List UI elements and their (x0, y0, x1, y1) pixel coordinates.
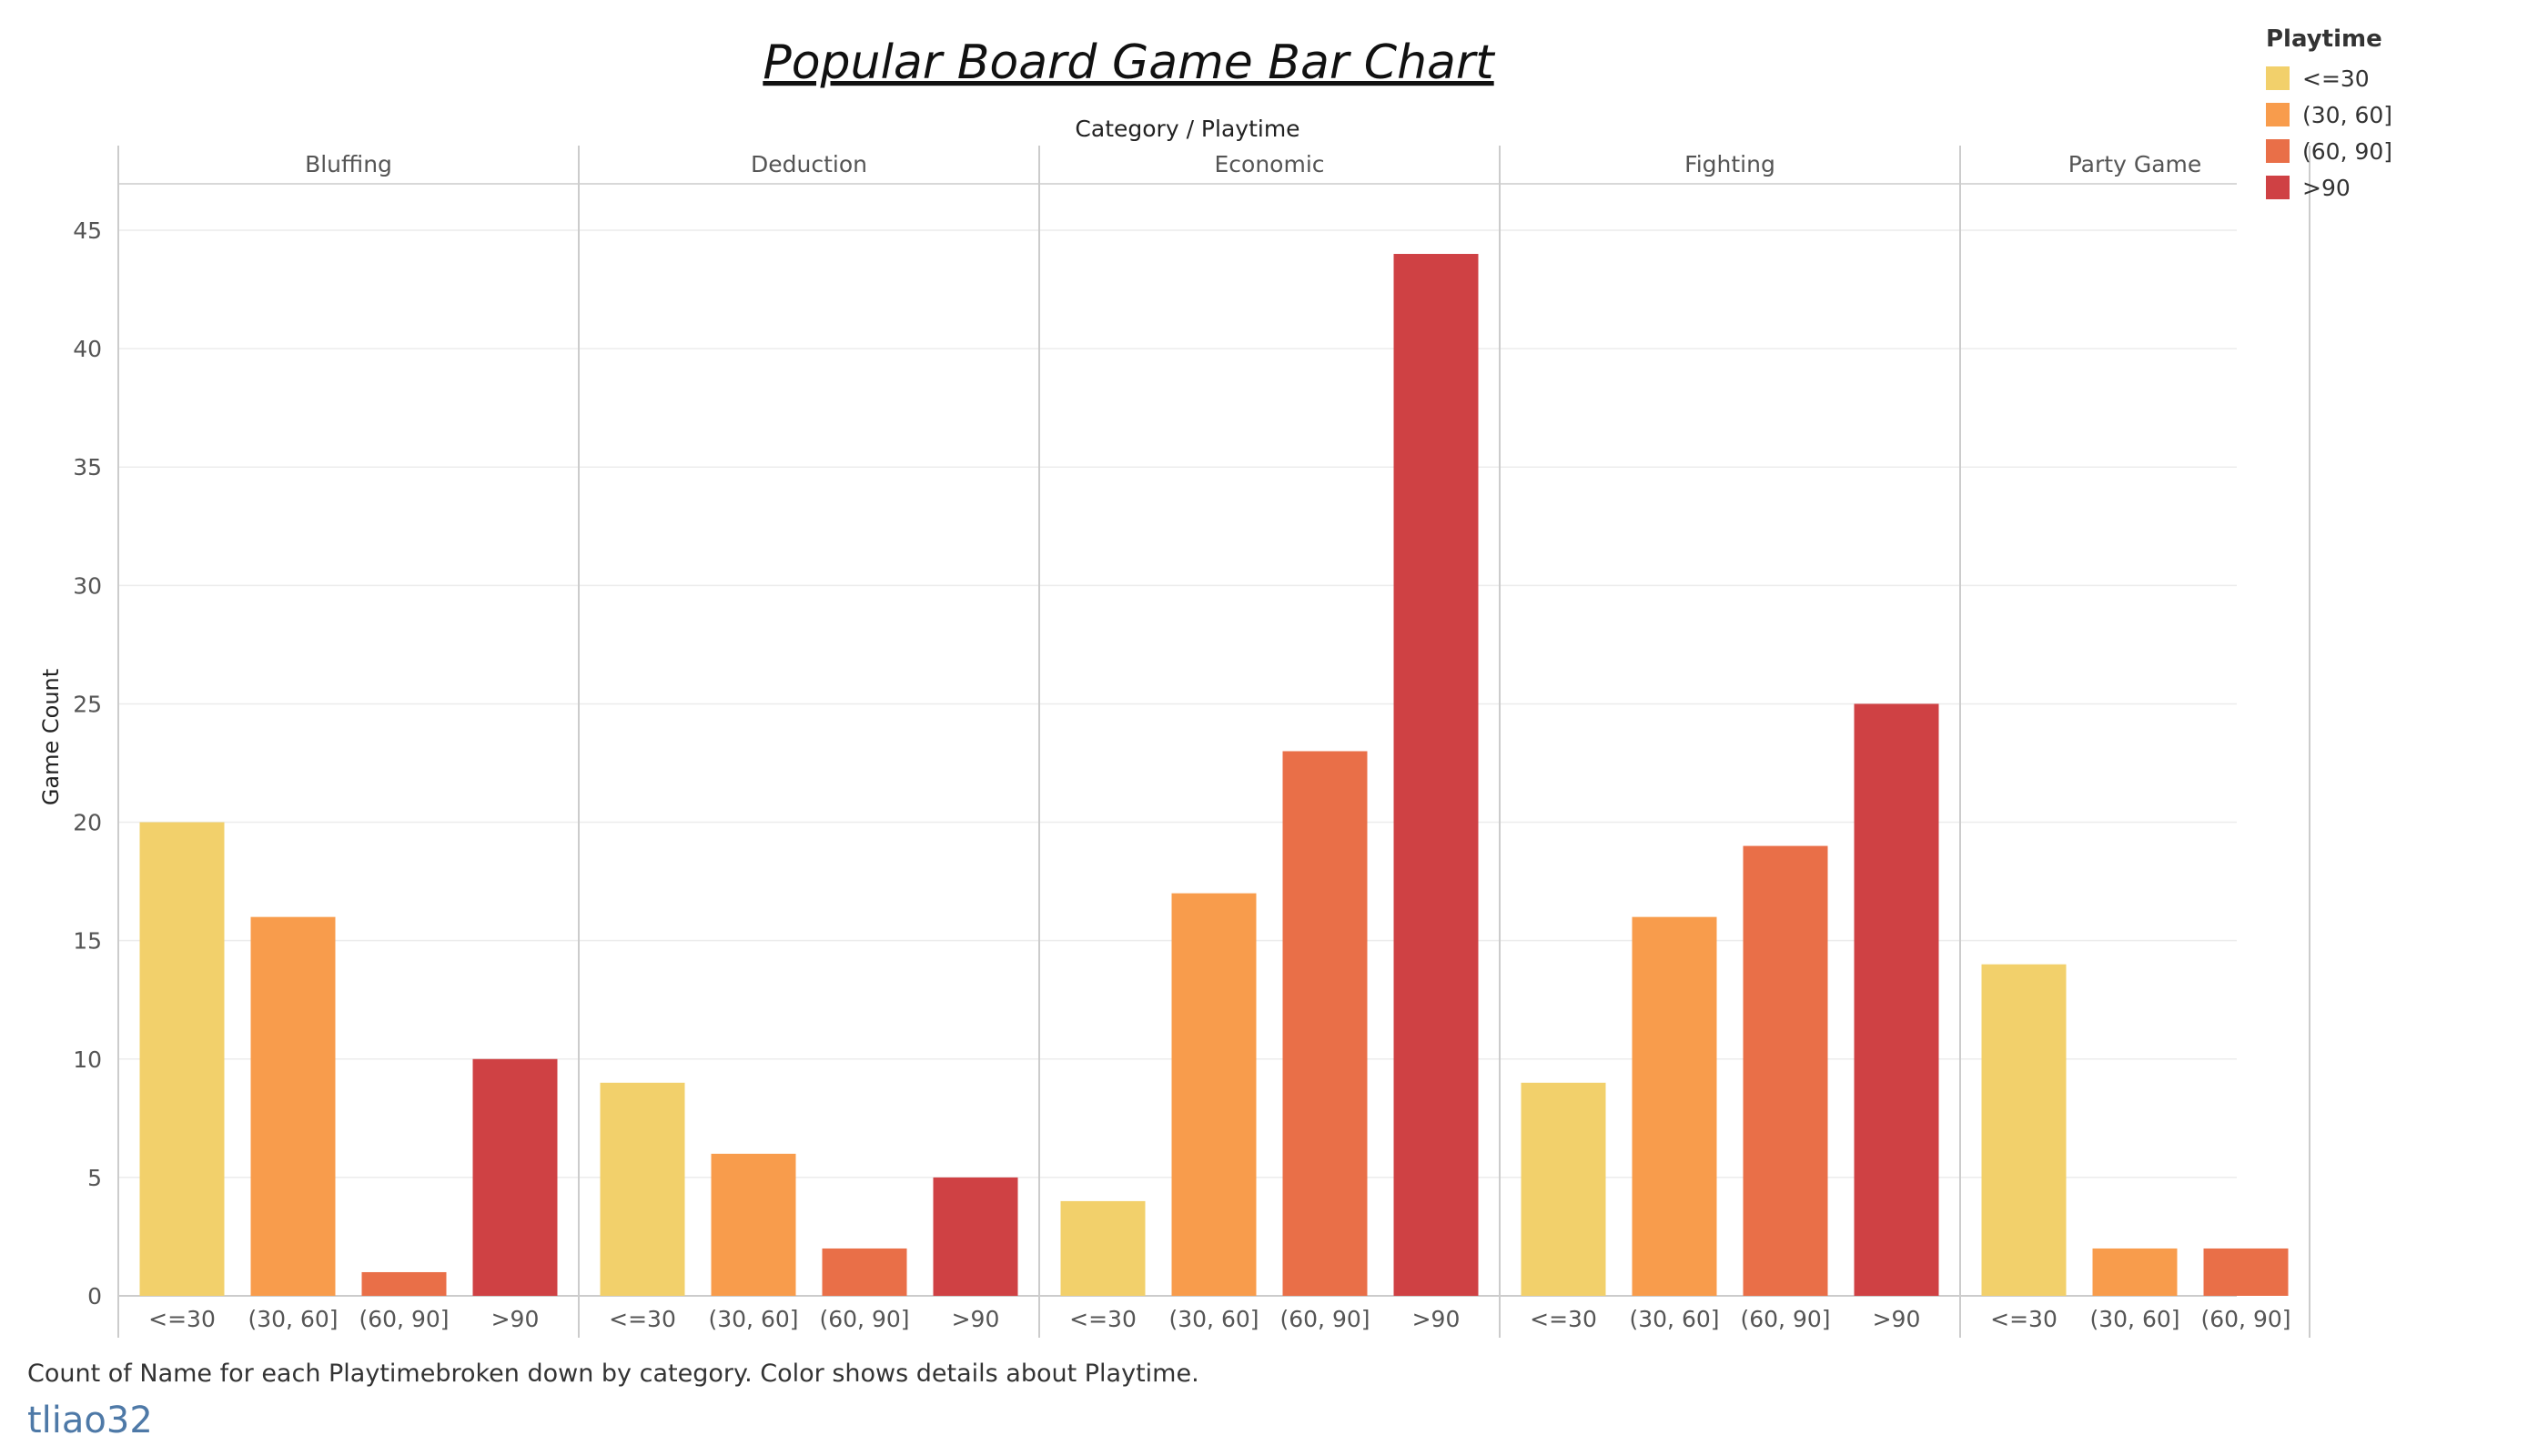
bars (139, 254, 2289, 1296)
bar-deduction-30-60[interactable] (711, 1153, 796, 1296)
bar-bluffing-le30[interactable] (139, 822, 225, 1296)
legend-label: (30, 60] (2302, 101, 2393, 128)
x-tick-label: <=30 (1069, 1306, 1137, 1332)
panels: Bluffing Deduction Economic Fighting Party G… (117, 146, 2310, 1338)
y-tick-label: 45 (73, 217, 102, 244)
category-playtime-header: Category / Playtime (1075, 116, 1299, 142)
legend-title: Playtime (2266, 25, 2382, 53)
y-tick-label: 30 (73, 572, 102, 599)
x-tick-label: (60, 90] (359, 1306, 449, 1332)
y-axis-label: Game Count (38, 669, 64, 805)
x-tick-label: (30, 60] (1168, 1306, 1259, 1332)
y-tick-label: 10 (73, 1046, 102, 1073)
bar-bluffing-gt90[interactable] (472, 1058, 558, 1296)
bar-bluffing-60-90[interactable] (361, 1271, 447, 1296)
x-tick-label: <=30 (148, 1306, 216, 1332)
legend-label: >90 (2302, 174, 2351, 201)
bar-bluffing-30-60[interactable] (250, 916, 336, 1296)
bar-party-game-60-90[interactable] (2203, 1248, 2289, 1296)
x-tick-label: <=30 (609, 1306, 676, 1332)
bar-party-game-le30[interactable] (1981, 964, 2067, 1296)
x-tick-label: >90 (491, 1306, 540, 1332)
bar-deduction-60-90[interactable] (822, 1248, 907, 1296)
panel-header-fighting: Fighting (1684, 151, 1775, 177)
y-tick-label: 20 (73, 810, 102, 836)
gridlines (118, 229, 2237, 1178)
y-tick-label: 40 (73, 336, 102, 362)
bar-party-game-30-60[interactable] (2092, 1248, 2178, 1296)
x-tick-label: (30, 60] (1629, 1306, 1719, 1332)
legend-swatch (2266, 103, 2290, 126)
bar-deduction-gt90[interactable] (933, 1177, 1018, 1296)
x-tick-label: (60, 90] (1740, 1306, 1830, 1332)
x-tick-label: (60, 90] (2200, 1306, 2290, 1332)
bar-fighting-60-90[interactable] (1743, 845, 1828, 1296)
legend-label: (60, 90] (2302, 137, 2393, 165)
bar-economic-30-60[interactable] (1171, 893, 1257, 1296)
x-tick-label: (30, 60] (708, 1306, 798, 1332)
panel-header-bluffing: Bluffing (305, 151, 392, 177)
chart-title: Popular Board Game Bar Chart (763, 35, 1495, 90)
legend-swatch (2266, 66, 2290, 90)
bar-fighting-gt90[interactable] (1854, 703, 1939, 1296)
author-link[interactable]: tliao32 (27, 1400, 153, 1441)
x-tick-label: >90 (952, 1306, 1000, 1332)
x-tick-label: (30, 60] (2089, 1306, 2179, 1332)
legend-item-60-90[interactable]: (60, 90] (2266, 133, 2392, 169)
y-axis-ticks: 0 5 10 15 20 25 30 35 40 45 <=30 (30, 60] (60, 90] >9… (73, 217, 2290, 1332)
legend-swatch (2266, 176, 2290, 199)
y-tick-label: 0 (87, 1283, 102, 1309)
y-tick-label: 35 (73, 454, 102, 480)
panel-header-deduction: Deduction (751, 151, 867, 177)
y-tick-label: 25 (73, 691, 102, 717)
bar-fighting-30-60[interactable] (1632, 916, 1717, 1296)
legend: Playtime <=30 (30, 60] (60, 90] >90 (2266, 25, 2392, 206)
legend-swatch (2266, 139, 2290, 163)
bar-economic-60-90[interactable] (1282, 751, 1368, 1296)
x-tick-label: <=30 (1530, 1306, 1597, 1332)
legend-item-30-60[interactable]: (30, 60] (2266, 96, 2392, 133)
legend-item-le30[interactable]: <=30 (2266, 60, 2392, 96)
y-tick-label: 5 (87, 1165, 102, 1191)
y-tick-label: 15 (73, 928, 102, 955)
bar-deduction-le30[interactable] (600, 1082, 685, 1296)
bar-economic-le30[interactable] (1060, 1200, 1146, 1296)
legend-label: <=30 (2302, 65, 2370, 92)
x-tick-label: (60, 90] (1279, 1306, 1370, 1332)
chart-caption: Count of Name for each Playtimebroken do… (27, 1360, 1199, 1388)
x-tick-label: <=30 (1990, 1306, 2058, 1332)
panel-header-economic: Economic (1214, 151, 1324, 177)
bar-fighting-le30[interactable] (1521, 1082, 1606, 1296)
x-tick-label: >90 (1873, 1306, 1921, 1332)
legend-item-gt90[interactable]: >90 (2266, 169, 2392, 206)
panel-header-party-game: Party Game (2068, 151, 2202, 177)
x-tick-label: (30, 60] (248, 1306, 338, 1332)
x-tick-label: >90 (1412, 1306, 1461, 1332)
bar-economic-gt90[interactable] (1393, 254, 1479, 1296)
x-tick-label: (60, 90] (819, 1306, 909, 1332)
